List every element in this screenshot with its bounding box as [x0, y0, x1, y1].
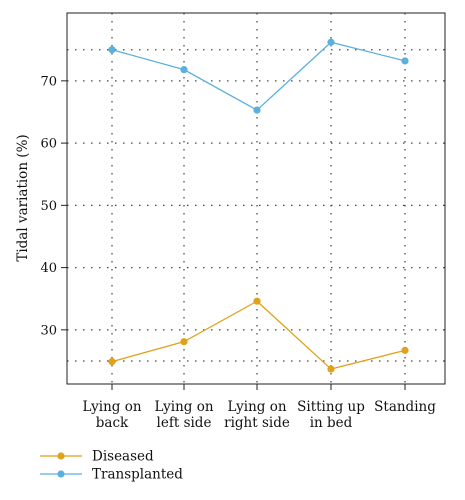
legend-label: Transplanted	[92, 467, 183, 483]
series-diseased	[108, 297, 409, 373]
series-layer	[108, 38, 409, 373]
x-tick-label: right side	[224, 415, 290, 431]
x-tick-label: Sitting up	[297, 399, 365, 415]
legend-entry: Diseased	[40, 449, 154, 465]
data-point	[108, 46, 116, 54]
plot-frame	[66, 12, 446, 385]
x-tick-label: left side	[157, 415, 212, 431]
x-tick-label: Lying on	[82, 399, 141, 415]
x-tick-label: back	[96, 415, 129, 431]
data-point	[180, 338, 188, 346]
data-point	[327, 38, 335, 46]
data-point	[253, 106, 261, 114]
data-point	[401, 57, 409, 65]
y-tick-label: 30	[40, 323, 57, 338]
legend-swatch-marker	[57, 452, 65, 460]
data-point	[253, 297, 261, 305]
x-tick-label: Lying on	[227, 399, 286, 415]
legend-entry: Transplanted	[40, 467, 183, 483]
y-tick-label: 70	[40, 74, 57, 89]
grid-lines	[67, 13, 445, 384]
x-tick-label: Standing	[374, 399, 436, 415]
y-axis: 30 40 50 60 70	[40, 74, 67, 338]
legend-label: Diseased	[92, 449, 154, 465]
legend-swatch-marker	[57, 470, 65, 478]
y-tick-label: 40	[40, 261, 57, 276]
y-axis-title: Tidal variation (%)	[15, 134, 31, 261]
legend: Diseased Transplanted	[40, 449, 183, 483]
data-point	[108, 357, 116, 366]
x-tick-label: Lying on	[154, 399, 213, 415]
data-point	[327, 365, 335, 373]
y-tick-label: 60	[40, 137, 57, 152]
series-transplanted	[108, 38, 409, 114]
data-point	[401, 346, 409, 354]
y-tick-label: 50	[40, 199, 57, 214]
series-line	[111, 41, 406, 111]
series-line	[111, 300, 406, 370]
x-tick-label: in bed	[310, 415, 353, 431]
data-point	[180, 66, 188, 74]
